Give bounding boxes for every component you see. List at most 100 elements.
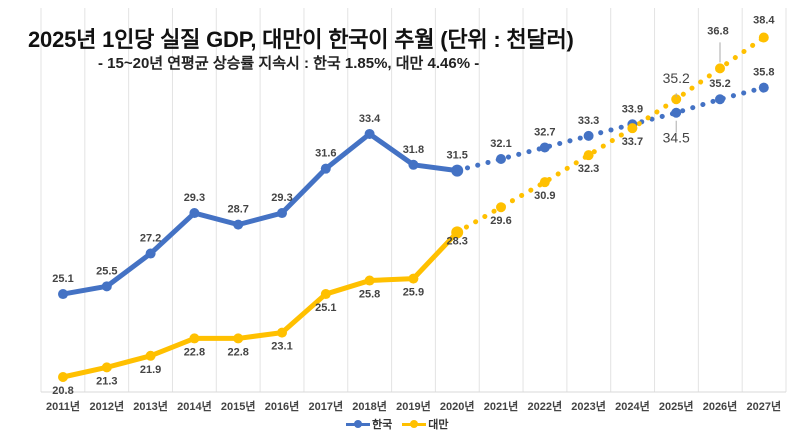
x-tick-label: 2026년 — [703, 399, 738, 413]
data-label-taiwan: 22.8 — [184, 346, 205, 358]
series-line-korea — [60, 131, 460, 297]
x-tick-label: 2012년 — [90, 399, 125, 413]
data-point-taiwan — [58, 372, 68, 382]
legend: 한국 대만 — [346, 416, 449, 432]
data-label-korea: 33.9 — [622, 103, 643, 115]
data-label-korea: 33.4 — [359, 113, 381, 125]
legend-label-taiwan: 대만 — [428, 419, 449, 431]
data-point-korea — [496, 154, 506, 165]
chart-subtitle: - 15~20년 연평균 상승률 지속시 : 한국 1.85%, 대만 4.46… — [98, 55, 480, 72]
data-label-korea: 25.5 — [96, 265, 117, 277]
data-point-taiwan — [496, 202, 506, 213]
data-label-taiwan: 30.9 — [534, 190, 555, 202]
data-label-taiwan: 23.1 — [271, 341, 292, 353]
data-label-taiwan: 21.3 — [96, 375, 117, 387]
x-tick-label: 2021년 — [484, 399, 519, 413]
data-point-taiwan — [277, 327, 287, 338]
x-tick-label: 2014년 — [177, 399, 212, 413]
data-point-taiwan — [451, 226, 464, 239]
data-label-korea: 32.1 — [490, 138, 511, 150]
series-points — [58, 32, 769, 382]
chart-title: 2025년 1인당 실질 GDP, 대만이 한국이 추월 (단위 : 천달러) — [28, 27, 574, 52]
data-label-taiwan: 29.6 — [490, 215, 511, 227]
x-tick-label: 2013년 — [133, 399, 168, 413]
data-point-korea — [715, 94, 725, 105]
data-point-korea — [583, 130, 594, 141]
data-label-taiwan: 25.1 — [315, 302, 336, 314]
x-tick-label: 2011년 — [46, 399, 80, 413]
data-point-taiwan — [145, 350, 156, 361]
data-label-taiwan: 33.7 — [622, 136, 643, 148]
data-label-korea: 28.7 — [227, 204, 248, 216]
legend-label-korea: 한국 — [372, 419, 393, 431]
data-point-taiwan — [539, 177, 550, 188]
data-point-taiwan — [408, 273, 419, 284]
legend-item-korea[interactable]: 한국 — [346, 416, 392, 432]
data-label-taiwan: 22.8 — [227, 346, 248, 358]
x-tick-label: 2024년 — [615, 399, 650, 413]
data-point-taiwan — [627, 123, 638, 134]
data-label-korea: 31.8 — [403, 144, 424, 156]
x-tick-label: 2019년 — [396, 399, 431, 413]
data-label-korea: 31.6 — [315, 148, 336, 160]
grid-lines — [40, 8, 787, 393]
data-point-korea — [408, 159, 419, 170]
legend-swatch-taiwan — [402, 419, 427, 429]
data-point-taiwan — [364, 275, 375, 286]
data-label-korea: 31.5 — [446, 150, 467, 162]
data-label-taiwan: 36.8 — [707, 25, 728, 37]
data-point-taiwan — [101, 362, 112, 373]
data-label-korea: 25.1 — [52, 273, 73, 285]
data-point-taiwan — [583, 150, 594, 161]
data-point-korea — [189, 208, 200, 219]
x-tick-label: 2017년 — [309, 399, 344, 413]
data-point-korea — [671, 107, 682, 118]
series-line-taiwan — [60, 229, 460, 380]
data-point-korea — [277, 208, 287, 219]
data-point-korea — [539, 142, 550, 153]
data-point-korea — [451, 164, 464, 177]
data-point-taiwan — [320, 289, 331, 300]
x-tick-label: 2025년 — [659, 399, 694, 413]
data-label-taiwan: 20.8 — [52, 385, 73, 397]
data-point-korea — [101, 281, 112, 292]
data-label-korea: 35.8 — [753, 67, 774, 79]
data-point-korea — [320, 163, 331, 174]
data-point-korea — [58, 289, 68, 300]
data-label-korea: 35.2 — [709, 78, 730, 90]
data-label-korea: 29.3 — [271, 192, 292, 204]
x-tick-label: 2016년 — [265, 399, 300, 413]
data-point-taiwan — [233, 333, 244, 344]
data-point-korea — [145, 248, 156, 259]
x-axis-ticks: 2011년 2012년 2013년 2014년 2015년 2016년 2017년 2018년… — [46, 399, 781, 413]
series-lines — [60, 34, 767, 380]
data-label-taiwan: 38.4 — [753, 14, 775, 26]
x-tick-label: 2015년 — [221, 399, 256, 413]
legend-item-taiwan[interactable]: 대만 — [402, 416, 449, 432]
data-label-taiwan: 21.9 — [140, 364, 161, 376]
data-label-korea: 34.5 — [663, 130, 690, 146]
data-label-taiwan: 28.3 — [446, 235, 467, 247]
data-point-taiwan — [715, 63, 725, 74]
data-labels: 25.1 25.5 27.2 29.3 28.7 29.3 31.6 33.4 31.8 31.5… — [52, 14, 775, 397]
x-tick-label: 2022년 — [528, 399, 563, 413]
data-label-taiwan: 32.3 — [578, 163, 599, 175]
x-tick-label: 2020년 — [440, 399, 475, 413]
data-label-korea: 27.2 — [140, 233, 161, 245]
data-label-taiwan: 25.8 — [359, 289, 380, 301]
series-projection-korea — [454, 85, 767, 174]
data-label-korea: 29.3 — [184, 192, 205, 204]
x-tick-label: 2027년 — [747, 399, 782, 413]
x-tick-label: 2018년 — [352, 399, 387, 413]
legend-swatch-korea — [346, 419, 370, 429]
data-point-korea — [364, 128, 375, 139]
data-label-taiwan: 25.9 — [403, 287, 424, 299]
series-projection-taiwan — [454, 34, 767, 235]
x-tick-label: 2023년 — [571, 399, 606, 413]
data-point-korea — [233, 219, 244, 230]
data-label-taiwan: 35.2 — [663, 70, 690, 86]
data-label-korea: 32.7 — [534, 126, 555, 138]
data-label-korea: 33.3 — [578, 115, 599, 127]
data-point-korea — [758, 82, 769, 93]
